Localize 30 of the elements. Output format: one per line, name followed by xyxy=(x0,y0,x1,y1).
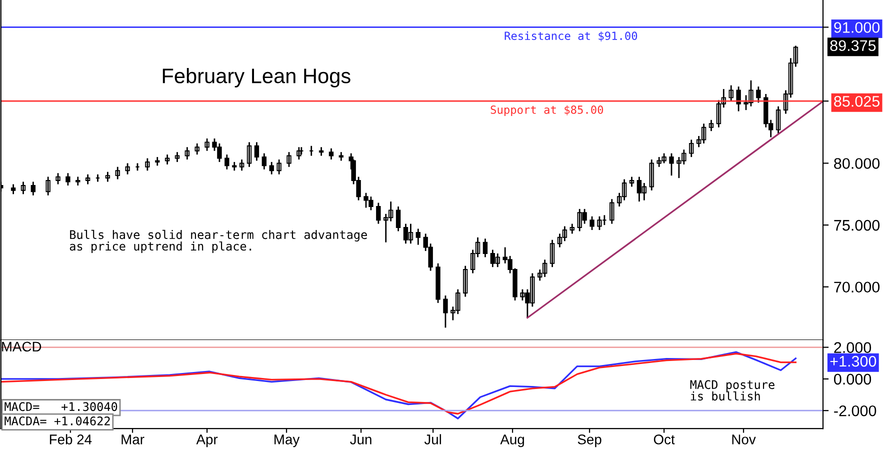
ref-line-label: Support at $85.00 xyxy=(490,105,604,116)
x-tick-label: Jun xyxy=(350,434,372,444)
y-tick-label: 91.000 xyxy=(834,22,880,33)
candlestick xyxy=(590,216,594,231)
x-tick-label: Oct xyxy=(654,434,675,444)
y-tick-label: -2.000 xyxy=(834,405,876,416)
text: 89.375 xyxy=(830,40,876,52)
ref-line-label: Resistance at $91.00 xyxy=(504,31,638,42)
x-tick-label: Feb 24 xyxy=(50,434,92,444)
text: +1.300 xyxy=(830,356,876,367)
x-tick-label: Mar xyxy=(122,434,144,444)
y-tick-label: 70.000 xyxy=(834,282,880,293)
annotation: Bulls have solid near-term chart advantage as price uptrend in place. xyxy=(70,230,367,253)
x-tick-label: Aug xyxy=(500,434,524,448)
annotation: MACD posture is bullish xyxy=(690,380,774,401)
annotation: MACDA= +1.04622 xyxy=(4,416,110,426)
y-tick-label: 2.000 xyxy=(834,342,872,353)
x-tick-label: Nov xyxy=(732,434,756,444)
chart-title: MACD xyxy=(2,342,42,352)
y-tick-label: 75.000 xyxy=(834,220,880,231)
y-tick-label: 85.025 xyxy=(834,96,880,107)
annotation: MACD= +1.30040 xyxy=(4,402,118,412)
x-tick-label: Sep xyxy=(578,434,602,448)
y-tick-label: 80.000 xyxy=(834,158,880,169)
x-tick-label: Jul xyxy=(424,434,442,444)
candlestick xyxy=(204,138,210,152)
text: February Lean Hogs xyxy=(162,68,350,88)
x-tick-label: Apr xyxy=(196,434,218,448)
x-tick-label: May xyxy=(274,434,300,448)
y-tick-label: 0.000 xyxy=(834,374,872,385)
